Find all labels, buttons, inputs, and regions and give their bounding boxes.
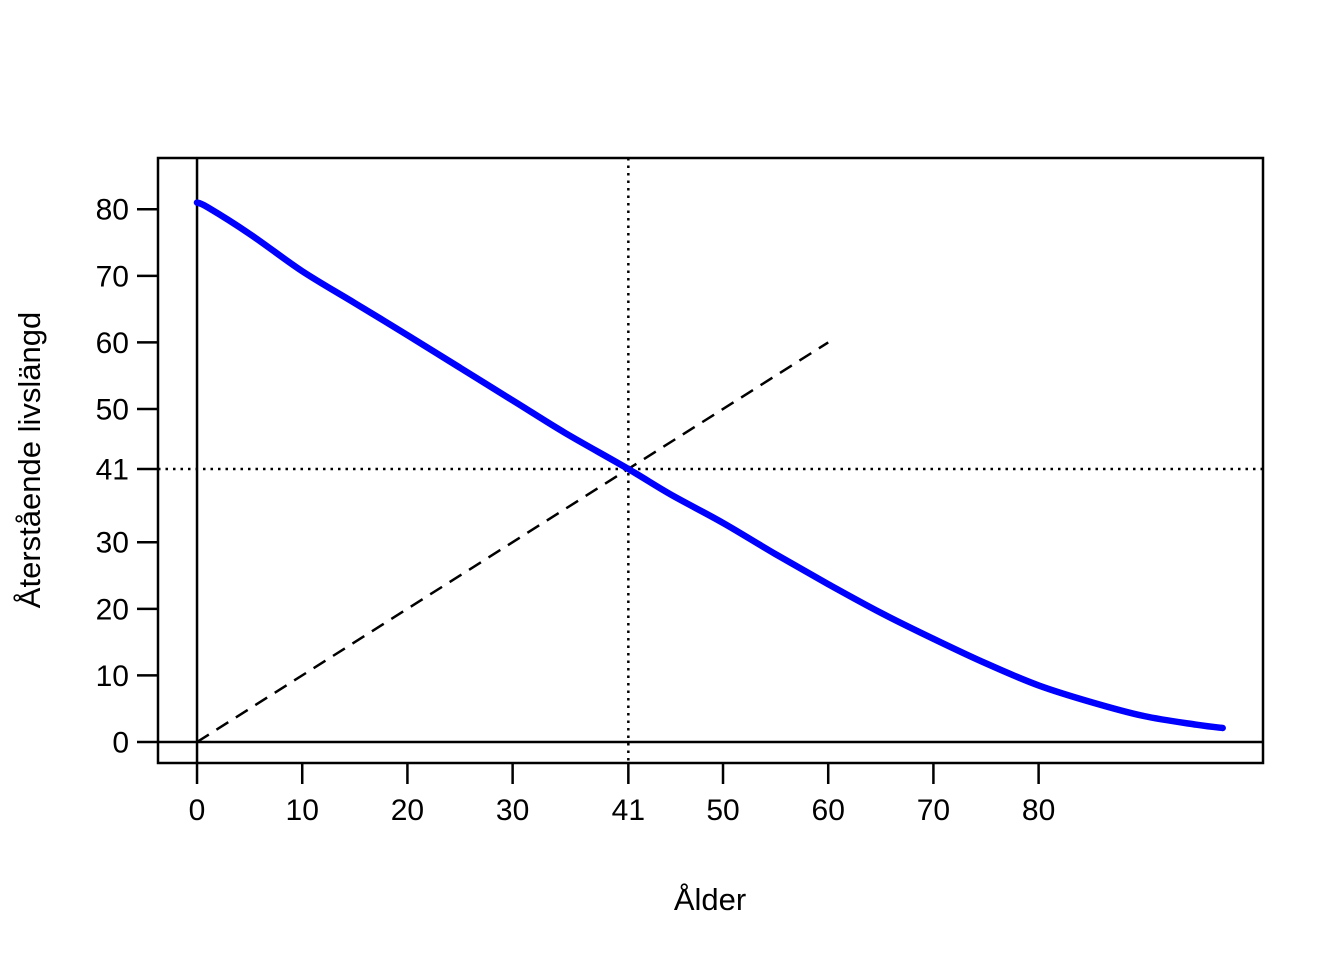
y-axis-tick-label: 50 [96,394,129,427]
remaining-life-expectancy-curve [193,199,1226,732]
x-axis-tick-label: 50 [706,794,739,827]
x-axis-tick-label: 20 [391,794,424,827]
y-axis-tick-label: 0 [112,727,129,760]
y-axis-tick-label: 60 [96,327,129,360]
x-axis-tick-label: 60 [812,794,845,827]
y-axis-tick-label: 10 [96,660,129,693]
x-axis-tick-label: 80 [1022,794,1055,827]
x-axis-tick-label: 0 [189,794,206,827]
y-axis-tick-label: 41 [96,453,129,486]
x-axis: 0 10 20 30 41 50 60 70 80 [189,763,1055,827]
x-axis-tick-label: 10 [286,794,319,827]
y-axis-tick-label: 20 [96,593,129,626]
y-axis-title: Återstående livslängd [12,312,47,608]
y-axis-tick-label: 80 [96,194,129,227]
x-axis-tick-label: 70 [917,794,950,827]
identity-dashed-line [196,341,829,744]
x-axis-tick-label: 30 [496,794,529,827]
y-axis: 0 10 20 30 41 50 60 70 80 [96,194,158,760]
x-axis-title: Ålder [674,882,746,917]
plot-border [156,156,1265,765]
y-axis-tick-label: 30 [96,527,129,560]
y-axis-tick-label: 70 [96,260,129,293]
x-axis-tick-label: 41 [612,794,645,827]
